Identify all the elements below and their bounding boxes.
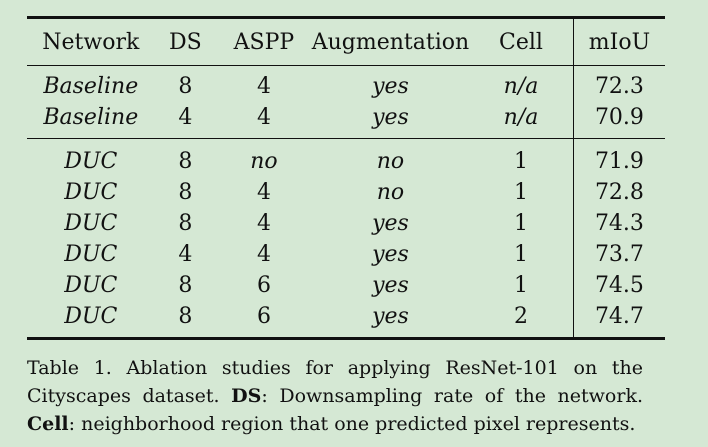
ablation-table: Network DS ASPP Augmentation Cell mIoU B… — [27, 16, 665, 340]
table-row: DUC 4 4 yes 1 73.7 — [27, 239, 665, 270]
cell-augmentation: yes — [372, 273, 409, 298]
cell-miou: 72.8 — [594, 180, 644, 205]
cell-cell: 1 — [469, 208, 574, 239]
cell-aspp: 4 — [256, 105, 271, 130]
cell-ds: 8 — [178, 273, 193, 298]
table-row: Baseline 4 4 yes n/a 70.9 — [27, 102, 665, 139]
header-cell: Cell — [469, 17, 574, 66]
cell-network: DUC — [64, 242, 118, 267]
cell-ds: 8 — [178, 149, 193, 174]
header-ds: DS — [169, 29, 202, 55]
cell-augmentation: no — [376, 180, 405, 205]
cell-augmentation: yes — [372, 242, 409, 267]
cell-augmentation: yes — [372, 74, 409, 99]
cell-network: DUC — [64, 304, 118, 329]
table-row: DUC 8 6 yes 2 74.7 — [27, 301, 665, 339]
cell-miou: 71.9 — [594, 149, 644, 174]
cell-network: DUC — [64, 211, 118, 236]
cell-miou: 74.7 — [594, 304, 644, 329]
cell-ds: 8 — [178, 74, 193, 99]
cell-miou: 72.3 — [594, 74, 644, 99]
cell-ds: 8 — [178, 180, 193, 205]
cell-ds: 4 — [178, 242, 193, 267]
caption-text-2: : Downsampling rate of the network. — [261, 385, 643, 407]
cell-miou: 73.7 — [594, 242, 644, 267]
cell-aspp: 6 — [256, 273, 271, 298]
cell-network: DUC — [64, 180, 118, 205]
cell-augmentation: yes — [372, 304, 409, 329]
table-row: DUC 8 4 yes 1 74.3 — [27, 208, 665, 239]
caption-term-ds: DS — [231, 385, 262, 407]
cell-aspp: 4 — [256, 211, 271, 236]
cell-aspp: no — [250, 149, 278, 174]
cell-ds: 8 — [178, 211, 193, 236]
cell-network: DUC — [64, 149, 118, 174]
table-caption: Table 1. Ablation studies for applying R… — [27, 354, 643, 438]
caption-label: Table 1. — [27, 357, 112, 379]
duc-group: DUC 8 no no 1 71.9 DUC 8 4 no 1 72.8 DUC 8 4 yes 1 74.3 DU… — [27, 138, 665, 339]
cell-ds: 4 — [178, 105, 193, 130]
table-row: DUC 8 6 yes 1 74.5 — [27, 270, 665, 301]
cell-cell: 1 — [469, 270, 574, 301]
cell-augmentation: yes — [372, 105, 409, 130]
header-miou: mIoU — [588, 29, 651, 55]
baseline-group: Baseline 8 4 yes n/a 72.3 Baseline 4 4 yes n/a 70.9 — [27, 65, 665, 139]
cell-miou: 74.3 — [594, 211, 644, 236]
header-augmentation: Augmentation — [311, 29, 470, 55]
cell-aspp: 4 — [256, 242, 271, 267]
header-network: Network — [42, 29, 140, 55]
caption-text-1: Ablation studies for applying ResNet-101… — [27, 357, 643, 407]
cell-augmentation: yes — [372, 211, 409, 236]
cell-network: DUC — [64, 273, 118, 298]
caption-term-cell: Cell — [27, 413, 69, 435]
cell-aspp: 6 — [256, 304, 271, 329]
cell-aspp: 4 — [256, 74, 271, 99]
cell-network: Baseline — [43, 105, 139, 130]
cell-cell: 1 — [469, 177, 574, 208]
caption-text-3: : neighborhood region that one predicted… — [68, 413, 636, 435]
cell-miou: 74.5 — [594, 273, 644, 298]
cell-augmentation: no — [376, 149, 405, 174]
cell-miou: 70.9 — [594, 105, 644, 130]
cell-ds: 8 — [178, 304, 193, 329]
table-row: DUC 8 4 no 1 72.8 — [27, 177, 665, 208]
table-header-row: Network DS ASPP Augmentation Cell mIoU — [27, 17, 665, 66]
cell-cell: 1 — [469, 138, 574, 177]
table-row: DUC 8 no no 1 71.9 — [27, 138, 665, 177]
cell-aspp: 4 — [256, 180, 271, 205]
cell-cell: n/a — [469, 102, 574, 139]
cell-cell: n/a — [469, 65, 574, 102]
table-row: Baseline 8 4 yes n/a 72.3 — [27, 65, 665, 102]
cell-network: Baseline — [43, 74, 139, 99]
header-aspp: ASPP — [233, 29, 295, 55]
cell-cell: 1 — [469, 239, 574, 270]
cell-cell: 2 — [469, 301, 574, 339]
